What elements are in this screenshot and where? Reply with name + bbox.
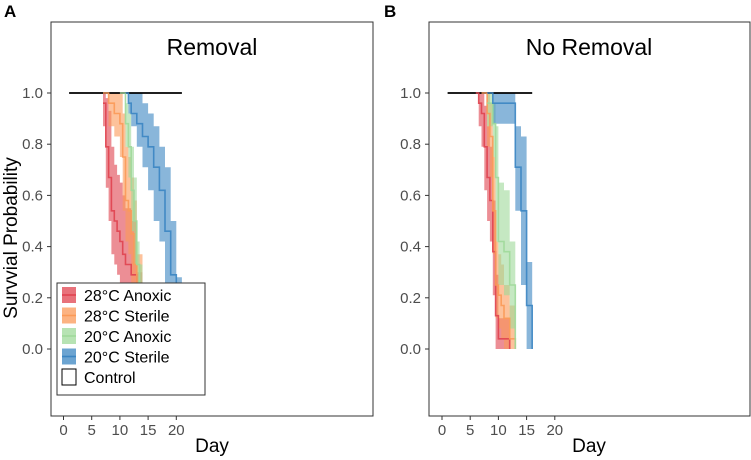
legend: 28°C Anoxic 28°C Sterile 20°C Anoxic 20°C S… [56, 282, 206, 396]
panel-no-removal-curves [447, 92, 533, 349]
no-removal-y-tick-label: 0.2 [400, 290, 421, 307]
removal-y-tick-label: 0.0 [22, 341, 43, 358]
no-removal-y-tick-label: 0.6 [400, 187, 421, 204]
removal-x-tick-label: 5 [88, 422, 96, 439]
panel-letter-b: B [384, 2, 396, 21]
panel-removal-x-axis: 0 5 10 15 20 [59, 416, 185, 439]
panel-letter-a: A [4, 2, 16, 21]
removal-curve-20C_sterile [125, 92, 183, 349]
removal-x-tick-label: 20 [168, 422, 185, 439]
removal-y-tick-label: 0.4 [22, 239, 43, 256]
no-removal-curve-20C_anoxic [487, 102, 517, 349]
y-axis-title: Survvial Probability [1, 157, 22, 319]
no-removal-curve-20C_sterile [487, 92, 533, 349]
removal-y-tick-label: 1.0 [22, 85, 43, 102]
no-removal-y-tick-label: 0.8 [400, 136, 421, 153]
no-removal-curve-28C_sterile [481, 92, 517, 349]
panel-no-removal-y-axis: 0.0 0.2 0.4 0.6 0.8 1.0 [400, 85, 429, 358]
no-removal-y-tick-label: 1.0 [400, 85, 421, 102]
removal-curve-28C_anoxic [103, 102, 144, 339]
legend-label-20C_sterile: 20°C Sterile [84, 350, 170, 367]
panel-removal-title: Removal [167, 34, 258, 60]
legend-item-28C_anoxic: 28°C Anoxic [62, 287, 171, 305]
no-removal-x-tick-label: 10 [490, 422, 507, 439]
panel-removal-y-axis: 0.0 0.2 0.4 0.6 0.8 1.0 [22, 85, 51, 358]
panel-removal-frame [50, 21, 374, 417]
panel-removal-x-title: Day [195, 436, 229, 457]
no-removal-x-tick-label: 15 [518, 422, 535, 439]
removal-y-tick-label: 0.8 [22, 136, 43, 153]
panel-no-removal-frame [428, 21, 751, 417]
legend-label-28C_sterile: 28°C Sterile [84, 309, 170, 326]
no-removal-y-tick-label: 0.4 [400, 239, 421, 256]
no-removal-x-tick-label: 5 [466, 422, 474, 439]
legend-label-20C_anoxic: 20°C Anoxic [84, 329, 171, 346]
removal-x-tick-label: 0 [59, 422, 67, 439]
no-removal-ci-band-20C_sterile [487, 93, 536, 349]
no-removal-x-tick-label: 20 [546, 422, 563, 439]
legend-item-28C_sterile: 28°C Sterile [62, 307, 170, 326]
legend-item-control: Control [61, 368, 136, 387]
legend-box [56, 282, 206, 396]
legend-swatch-control [61, 368, 77, 386]
panel-no-removal-x-title: Day [572, 436, 606, 457]
panel-no-removal-x-axis: 0 5 10 15 20 [438, 416, 563, 439]
no-removal-x-tick-label: 0 [438, 422, 446, 439]
panel-no-removal: No Removal 0.0 0.2 0.4 0.6 0.8 1.0 0 5 10 15 20 D… [400, 21, 751, 457]
no-removal-curve-28C_anoxic [475, 92, 511, 349]
removal-x-tick-label: 15 [140, 422, 157, 439]
panel-no-removal-title: No Removal [526, 34, 653, 60]
legend-label-28C_anoxic: 28°C Anoxic [84, 288, 171, 305]
removal-x-tick-label: 10 [112, 422, 129, 439]
no-removal-y-tick-label: 0.0 [400, 341, 421, 358]
removal-y-tick-label: 0.6 [22, 187, 43, 204]
legend-label-control: Control [84, 370, 136, 387]
legend-item-20C_anoxic: 20°C Anoxic [62, 328, 171, 346]
legend-item-20C_sterile: 20°C Sterile [62, 348, 170, 367]
removal-y-tick-label: 0.2 [22, 290, 43, 307]
